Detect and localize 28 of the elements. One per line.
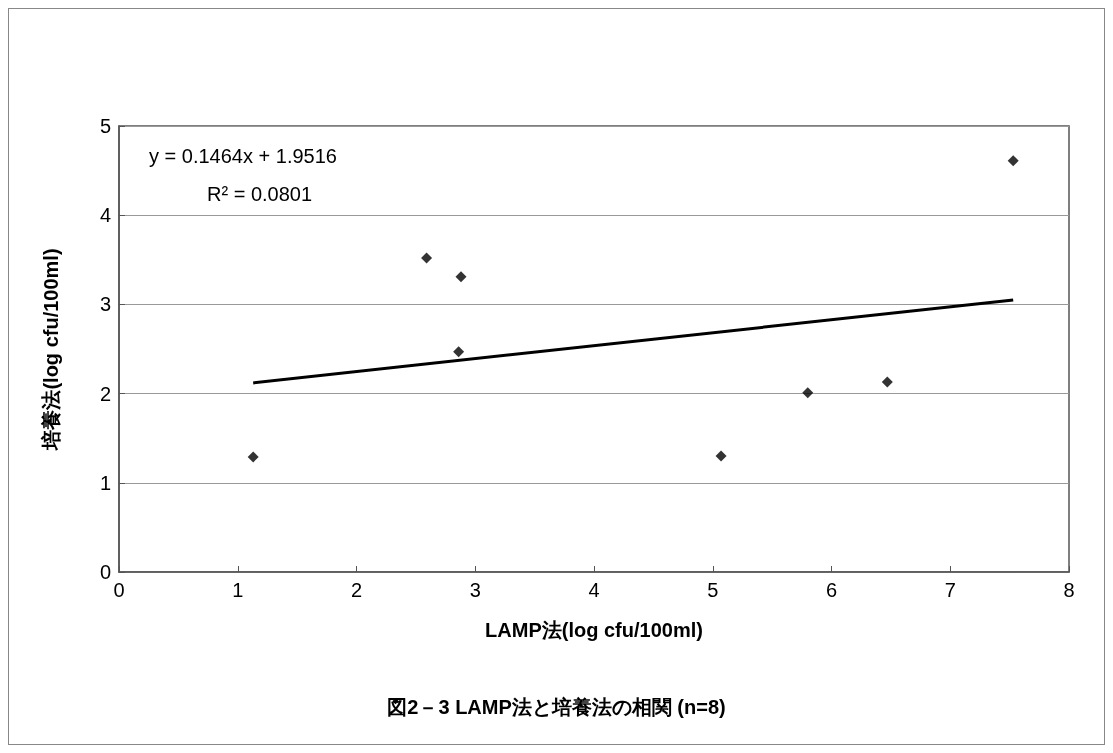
text: 図2－3 LAMP法と培養法の相関 (n=8)	[387, 696, 726, 718]
x-tick-label: 0	[113, 579, 125, 601]
x-tick-label: 3	[469, 579, 481, 601]
point	[455, 271, 467, 283]
annotation: R² = 0.0801	[207, 183, 313, 205]
point	[881, 376, 893, 388]
point	[421, 252, 433, 264]
x-tick-label: 1	[232, 579, 244, 601]
point	[453, 346, 465, 358]
point	[802, 387, 814, 399]
y-tick-label: 5	[99, 115, 111, 137]
x-tick-label: 7	[944, 579, 956, 601]
x-tick-label: 6	[825, 579, 838, 601]
point	[247, 451, 259, 463]
x-tick-label: 2	[350, 579, 363, 601]
point	[1007, 155, 1019, 167]
x-axis-title: LAMP法(log cfu/100ml)	[485, 619, 703, 641]
x-tick-label: 4	[588, 579, 600, 601]
annotation: y = 0.1464x + 1.9516	[149, 145, 337, 167]
y-tick-label: 1	[99, 471, 111, 494]
y-tick-label: 2	[99, 382, 111, 405]
y-tick-label: 3	[99, 293, 111, 316]
point	[715, 450, 727, 462]
x-tick-label: 5	[707, 579, 719, 601]
y-tick-label: 4	[99, 204, 111, 227]
y-tick-label: 0	[99, 561, 111, 583]
x-tick-label: 8	[1063, 579, 1075, 601]
y-axis-title: 培養法(log cfu/100ml)	[40, 248, 62, 451]
